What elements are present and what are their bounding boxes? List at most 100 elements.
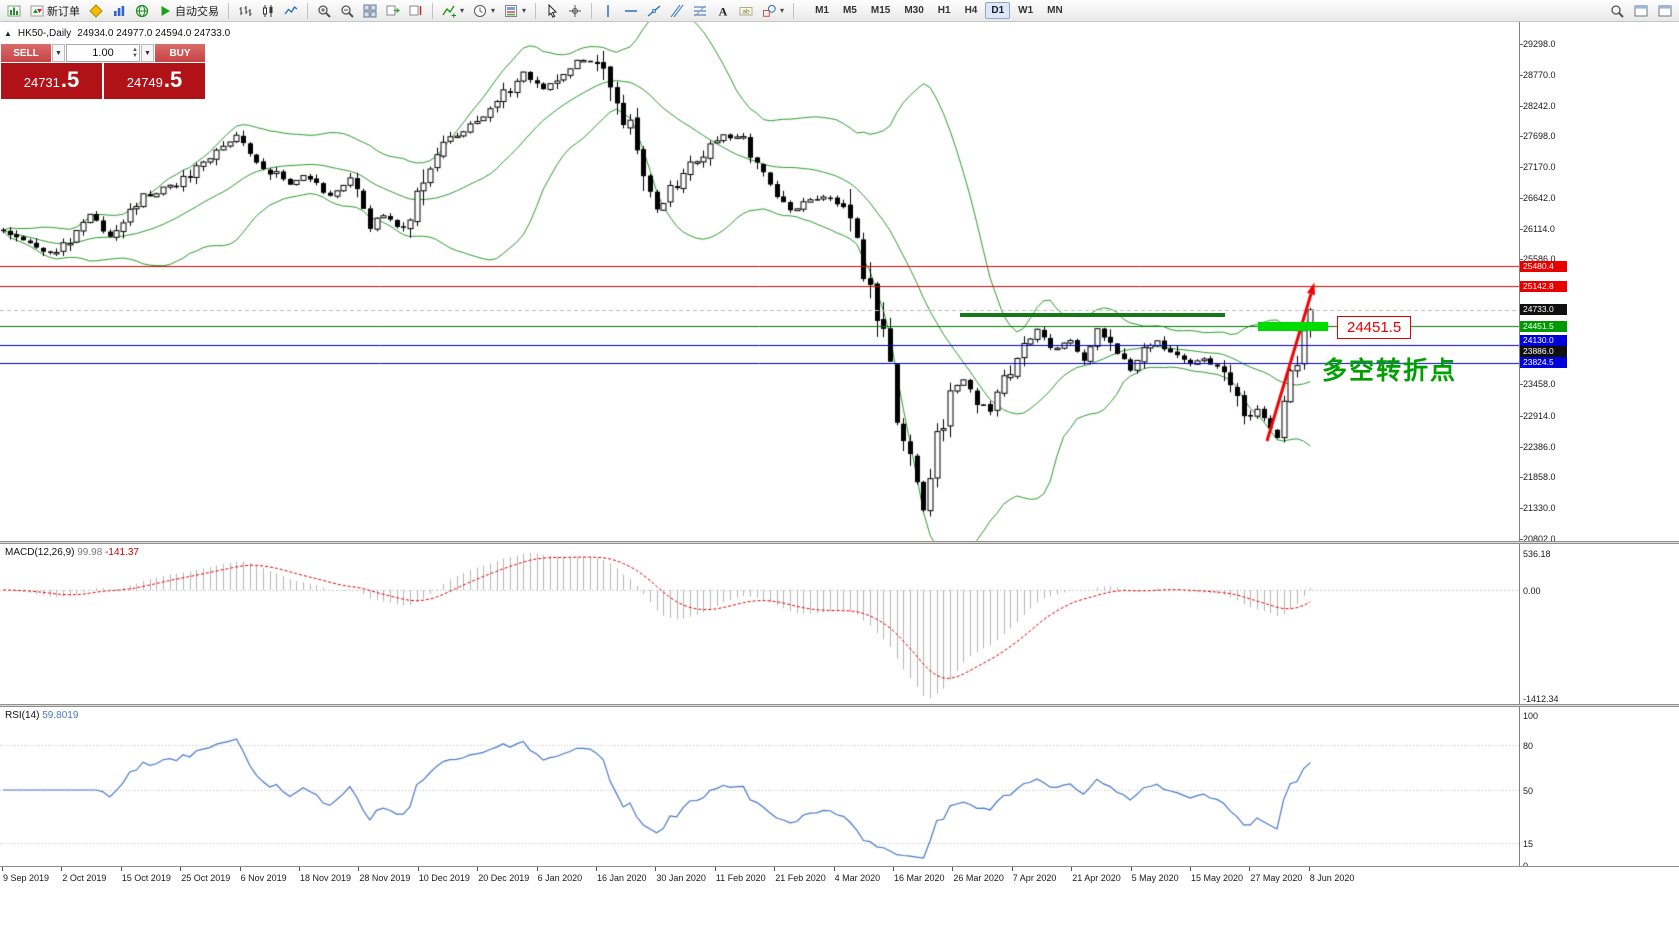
macd-main-value: 99.98 (77, 547, 103, 558)
cursor-tool-button[interactable] (541, 1, 563, 20)
crosshair-tool-button[interactable] (564, 1, 586, 20)
timeframe-mn-button[interactable]: MN (1047, 5, 1063, 16)
macd-panel: MACD(12,26,9) 99.98 -141.37 536.18 0.00 -1… (0, 544, 1679, 704)
periods-icon (473, 4, 487, 18)
price-callout[interactable]: 24451.5 (1337, 316, 1412, 339)
chevron-down-icon[interactable]: ▾ (460, 6, 465, 15)
text-label-tool-button[interactable]: ab (735, 1, 757, 20)
price-axis-label: 22386.0 (1523, 441, 1556, 452)
macd-canvas[interactable] (0, 544, 1519, 704)
zoom-out-button[interactable] (336, 1, 358, 20)
new-order-icon (30, 4, 44, 18)
timeframe-m15-button[interactable]: M15 (870, 5, 891, 16)
price-axis-label: 26642.0 (1523, 192, 1556, 203)
depth-icon (112, 4, 126, 18)
bar-chart-mode-button[interactable] (234, 1, 256, 20)
web-terminal-button[interactable] (131, 1, 153, 20)
price-axis-tick (1519, 259, 1523, 260)
date-axis-label: 27 May 2020 (1250, 873, 1303, 883)
templates-button[interactable]: ▾ (500, 1, 530, 20)
buy-options-dropdown[interactable]: ▼ (141, 44, 154, 62)
tile-windows-button[interactable] (359, 1, 381, 20)
horizontal-line-tool-button[interactable] (620, 1, 642, 20)
timeframe-h4-button[interactable]: H4 (964, 5, 978, 16)
sell-price-button[interactable]: 24731.5 (1, 63, 102, 99)
cursor-icon (545, 3, 559, 18)
timeframe-w1-button[interactable]: W1 (1018, 5, 1034, 16)
volume-stepper[interactable]: ▲ ▼ (132, 45, 138, 61)
periods-button[interactable]: ▾ (469, 1, 499, 20)
web-icon (135, 4, 149, 18)
date-axis-tick (774, 867, 775, 871)
timeframe-d1-button[interactable]: D1 (985, 2, 1011, 19)
date-axis-label: 15 Oct 2019 (121, 873, 171, 883)
panel-splitter[interactable] (0, 541, 1679, 544)
chart-new-icon (7, 4, 21, 18)
indicators-list-button[interactable]: ▾ (438, 1, 468, 20)
candlestick-mode-button[interactable] (257, 1, 279, 20)
auto-trading-button[interactable]: 自动交易 (154, 1, 223, 20)
date-axis-tick (1249, 867, 1250, 871)
date-axis-label: 15 May 2020 (1191, 873, 1244, 883)
main-chart-canvas[interactable] (0, 22, 1519, 541)
price-tag-23824.5: 23824.5 (1520, 357, 1567, 369)
date-axis-label: 25 Oct 2019 (181, 873, 231, 883)
market-depth-button[interactable] (108, 1, 130, 20)
panel-splitter[interactable] (0, 704, 1679, 707)
price-tag-24733.0: 24733.0 (1520, 304, 1567, 316)
new-order-button[interactable]: 新订单 (26, 1, 84, 20)
symbol-info: ▲ HK50-,Daily 24934.0 24977.0 24594.0 24… (4, 28, 230, 39)
collapse-arrow-icon[interactable]: ▲ (4, 29, 12, 38)
svg-text:A: A (719, 4, 728, 18)
chevron-down-icon[interactable]: ▾ (522, 6, 527, 15)
price-axis-label: 28242.0 (1523, 100, 1556, 111)
support-zone-highlight[interactable] (1258, 322, 1328, 331)
search-button[interactable] (1606, 1, 1628, 20)
sell-options-dropdown[interactable]: ▼ (52, 44, 65, 62)
trendline-tool-button[interactable] (643, 1, 665, 20)
chevron-down-icon[interactable]: ▾ (780, 6, 785, 15)
date-axis[interactable]: 9 Sep 2019 2 Oct 2019 15 Oct 2019 25 Oct 20… (0, 866, 1679, 892)
timeframe-h1-button[interactable]: H1 (937, 5, 951, 16)
chevron-down-icon[interactable]: ▾ (491, 6, 496, 15)
buy-button[interactable]: BUY (155, 44, 205, 62)
resistance-trendline-segment[interactable] (960, 313, 1225, 317)
turning-point-note[interactable]: 多空转折点 (1322, 357, 1458, 385)
new-window-button[interactable] (1630, 1, 1652, 20)
window-list-button[interactable] (1654, 1, 1676, 20)
chart-shift-button[interactable] (405, 1, 427, 20)
timeframe-m5-button[interactable]: M5 (842, 5, 857, 16)
buy-price-pips: .5 (163, 67, 183, 92)
date-axis-label: 10 Dec 2019 (418, 873, 470, 883)
buy-price-button[interactable]: 24749.5 (104, 63, 205, 99)
volume-input[interactable]: 1.00 ▲ ▼ (66, 44, 140, 62)
trendline-icon (647, 4, 661, 18)
price-axis-tick (1519, 477, 1523, 478)
shapes-tool-button[interactable]: ▾ (758, 1, 788, 20)
timeframe-m1-button[interactable]: M1 (815, 5, 829, 16)
toolbar-separator (793, 2, 795, 19)
autoscroll-icon (386, 4, 400, 18)
text-tool-button[interactable]: A (712, 1, 734, 20)
expert-advisors-button[interactable] (85, 1, 107, 20)
vertical-line-tool-button[interactable] (597, 1, 619, 20)
date-axis-tick (358, 867, 359, 871)
date-axis-label: 26 Mar 2020 (953, 873, 1004, 883)
zoom-in-icon (317, 4, 331, 18)
line-chart-mode-button[interactable] (280, 1, 302, 20)
crosshair-icon (568, 4, 582, 18)
auto-scroll-button[interactable] (382, 1, 404, 20)
price-axis-label: 28770.0 (1523, 69, 1556, 80)
text-icon: A (716, 4, 730, 18)
timeframe-m30-button[interactable]: M30 (904, 5, 924, 16)
date-axis-label: 5 May 2020 (1131, 873, 1179, 883)
price-axis-tick (1519, 416, 1523, 417)
rsi-canvas[interactable] (0, 707, 1519, 866)
zoom-in-button[interactable] (313, 1, 335, 20)
fibonacci-tool-button[interactable] (689, 1, 711, 20)
sell-button[interactable]: SELL (1, 44, 51, 62)
date-axis-tick (834, 867, 835, 871)
price-axis-tick (1519, 167, 1523, 168)
new-chart-button[interactable] (3, 1, 25, 20)
channel-tool-button[interactable] (666, 1, 688, 20)
